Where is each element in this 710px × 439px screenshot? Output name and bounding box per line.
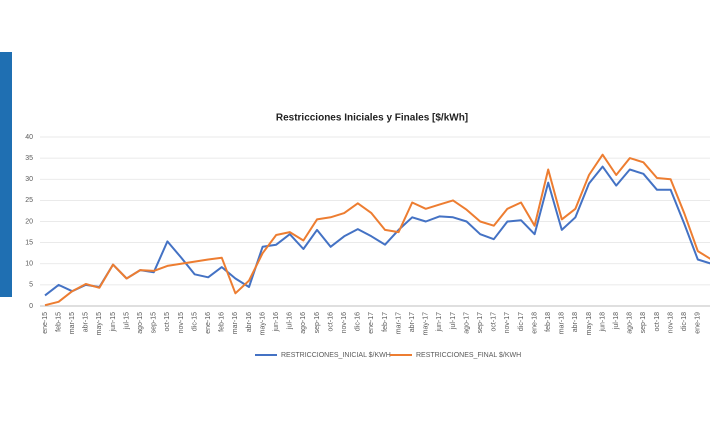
- data-line: [44, 153, 710, 307]
- x-tick-label: may-18: [586, 312, 593, 335]
- y-tick-label: 30: [25, 176, 33, 183]
- y-tick-label: 5: [29, 282, 33, 289]
- x-tick-label: sep-18: [640, 312, 647, 334]
- x-tick-label: abr-17: [409, 312, 416, 332]
- chart-title: Restricciones Iniciales y Finales [$/kWh…: [276, 113, 468, 124]
- x-tick-label: jul-15: [123, 312, 130, 330]
- x-tick-label: dic-15: [191, 312, 198, 331]
- y-tick-label: 25: [25, 197, 33, 204]
- x-tick-label: jul-16: [287, 312, 294, 330]
- x-tick-label: jun-15: [110, 312, 117, 333]
- x-tick-label: jun-16: [273, 312, 280, 333]
- x-tick-label: sep-17: [477, 312, 484, 334]
- y-tick-label: 15: [25, 239, 33, 246]
- x-tick-label: ene-15: [42, 312, 49, 334]
- x-tick-label: oct-18: [654, 312, 661, 332]
- x-tick-label: feb-17: [382, 312, 389, 332]
- x-tick-label: sep-15: [151, 312, 158, 334]
- x-tick-label: ago-17: [463, 312, 470, 334]
- x-tick-label: nov-17: [504, 312, 511, 334]
- x-tick-label: dic-18: [681, 312, 688, 331]
- x-tick-label: oct-16: [327, 312, 334, 332]
- x-tick-label: may-17: [423, 312, 430, 335]
- x-tick-label: jul-17: [450, 312, 457, 330]
- y-tick-label: 0: [29, 303, 33, 310]
- x-tick-label: may-15: [96, 312, 103, 335]
- x-tick-label: ene-17: [368, 312, 375, 334]
- y-tick-label: 10: [25, 261, 33, 268]
- side-bar: [0, 52, 12, 297]
- x-tick-label: feb-18: [545, 312, 552, 332]
- x-tick-label: feb-16: [219, 312, 226, 332]
- x-tick-label: dic-17: [518, 312, 525, 331]
- x-tick-label: abr-15: [83, 312, 90, 332]
- x-tick-label: mar-18: [559, 312, 566, 334]
- legend-label: RESTRICCIONES_FINAL $/KWH: [416, 352, 521, 359]
- x-tick-label: ene-19: [695, 312, 702, 334]
- x-tick-label: abr-18: [572, 312, 579, 332]
- x-tick-label: jul-18: [613, 312, 620, 330]
- x-tick-label: nov-15: [178, 312, 185, 334]
- x-tick-label: nov-16: [341, 312, 348, 334]
- x-tick-label: dic-16: [355, 312, 362, 331]
- x-tick-label: sep-16: [314, 312, 321, 334]
- x-tick-label: ene-16: [205, 312, 212, 334]
- y-tick-label: 35: [25, 155, 33, 162]
- x-tick-label: ago-15: [137, 312, 144, 334]
- x-tick-label: mar-17: [395, 312, 402, 334]
- x-tick-label: oct-15: [164, 312, 171, 332]
- x-tick-label: ene-18: [531, 312, 538, 334]
- x-tick-label: may-16: [259, 312, 266, 335]
- x-tick-label: feb-15: [55, 312, 62, 332]
- x-tick-label: ago-16: [300, 312, 307, 334]
- x-tick-label: abr-16: [246, 312, 253, 332]
- x-tick-label: oct-17: [491, 312, 498, 332]
- y-tick-label: 40: [25, 134, 33, 141]
- x-tick-label: jun-17: [436, 312, 443, 333]
- y-tick-label: 20: [25, 218, 33, 225]
- x-tick-label: nov-18: [667, 312, 674, 334]
- x-tick-label: ago-18: [627, 312, 634, 334]
- x-tick-label: mar-16: [232, 312, 239, 334]
- x-tick-label: mar-15: [69, 312, 76, 334]
- data-line: [44, 165, 710, 297]
- x-tick-label: jun-18: [599, 312, 606, 333]
- legend-label: RESTRICCIONES_INICIAL $/KWH: [281, 352, 391, 359]
